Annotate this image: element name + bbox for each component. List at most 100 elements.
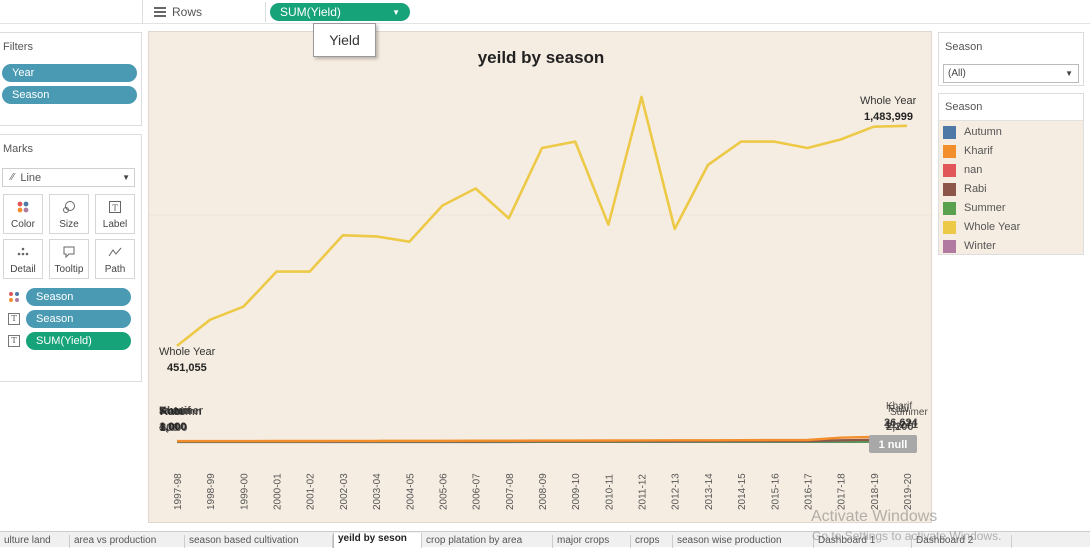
filter-pill-season-label: Season: [12, 89, 49, 101]
legend-label: nan: [964, 164, 982, 176]
legend-item-nan[interactable]: nan: [943, 162, 982, 178]
marks-pill-season-label-text: Season: [36, 313, 73, 325]
chart-title: yeild by season: [478, 48, 605, 67]
tooltip-bubble-icon: [50, 245, 88, 262]
x-tick-label: 1999-00: [239, 473, 250, 510]
filter-pill-year-label: Year: [12, 67, 34, 79]
chevron-down-icon[interactable]: ▼: [392, 8, 400, 17]
mark-type-value: Line: [20, 172, 41, 184]
label-button[interactable]: T Label: [95, 194, 135, 234]
filter-pill-year[interactable]: Year: [2, 64, 137, 82]
x-tick-label: 2013-14: [704, 473, 715, 510]
label-button-label: Label: [103, 219, 127, 230]
field-color-season: Season: [8, 288, 133, 306]
end-value-label: 1,483,999: [864, 111, 913, 123]
sheet-tab[interactable]: area vs production: [70, 535, 185, 548]
field-label-season: T Season: [8, 310, 133, 328]
season-filter-title: Season: [945, 41, 982, 53]
rows-icon: [154, 7, 166, 17]
start-value-label: 451,055: [167, 362, 207, 374]
sheet-tab[interactable]: season based cultivation: [185, 535, 333, 548]
chevron-down-icon[interactable]: ▼: [1065, 69, 1073, 78]
color-button-label: Color: [11, 219, 35, 230]
left-stack-value: 500: [160, 422, 178, 434]
legend-item-winter[interactable]: Winter: [943, 238, 996, 254]
filters-card: Filters Year Season: [0, 32, 142, 126]
detail-button[interactable]: Detail: [3, 239, 43, 279]
legend-swatch: [943, 164, 956, 177]
filters-title: Filters: [3, 41, 33, 53]
color-button[interactable]: Color: [3, 194, 43, 234]
field-tooltip-text: Yield: [329, 32, 360, 48]
path-button[interactable]: Path: [95, 239, 135, 279]
legend-swatch: [943, 202, 956, 215]
x-tick-label: 2018-19: [870, 473, 881, 510]
legend-title: Season: [945, 101, 982, 113]
path-button-label: Path: [105, 264, 126, 275]
x-tick-label: 1997-98: [173, 473, 184, 510]
season-legend: Season Autumn Kharif nan Rabi Summer Whole Ye…: [938, 93, 1084, 255]
x-tick-label: 2006-07: [472, 473, 483, 510]
series-line-kharif: [177, 436, 907, 441]
field-label-sum-yield: T SUM(Yield): [8, 332, 133, 350]
activate-windows-hint: Go to Settings to activate Windows.: [812, 529, 1001, 543]
filter-pill-season[interactable]: Season: [2, 86, 137, 104]
x-tick-label: 2004-05: [405, 473, 416, 510]
legend-label: Autumn: [964, 126, 1002, 138]
sheet-tab[interactable]: major crops: [553, 535, 631, 548]
legend-swatch: [943, 145, 956, 158]
sum-yield-pill[interactable]: SUM(Yield) ▼: [270, 3, 410, 21]
x-tick-label: 2009-10: [571, 473, 582, 510]
x-tick-label: 2008-09: [538, 473, 549, 510]
chevron-down-icon[interactable]: ▼: [122, 173, 130, 182]
x-tick-label: 2011-12: [638, 474, 649, 510]
text-label-icon: T: [8, 335, 20, 347]
detail-button-label: Detail: [10, 264, 36, 275]
marks-pill-sum-yield-label: SUM(Yield): [36, 335, 92, 347]
color-palette-icon: [8, 291, 20, 303]
sheet-tab[interactable]: crops: [631, 535, 673, 548]
marks-pill-season-label[interactable]: Season: [26, 310, 131, 328]
detail-dots-icon: [4, 245, 42, 262]
legend-item-autumn[interactable]: Autumn: [943, 124, 1002, 140]
x-tick-label: 2005-06: [438, 473, 449, 510]
size-icon: [50, 200, 88, 217]
legend-label: Summer: [964, 202, 1006, 214]
x-tick-label: 2012-13: [671, 473, 682, 510]
sheet-tab[interactable]: yeild by seson: [333, 533, 422, 548]
sum-yield-pill-label: SUM(Yield): [280, 5, 341, 19]
x-tick-label: 2003-04: [372, 473, 383, 510]
sheet-tab[interactable]: ulture land: [0, 535, 70, 548]
rows-label: Rows: [172, 5, 202, 19]
x-tick-label: 2002-03: [339, 473, 350, 510]
season-filter-card: Season (All) ▼: [938, 32, 1084, 86]
field-tooltip: Yield: [313, 23, 376, 57]
marks-pill-sum-yield[interactable]: SUM(Yield): [26, 332, 131, 350]
null-indicator-text: 1 null: [879, 439, 908, 451]
x-tick-label: 2016-17: [803, 473, 814, 510]
legend-item-summer[interactable]: Summer: [943, 200, 1006, 216]
marks-pill-season-color[interactable]: Season: [26, 288, 131, 306]
sheet-tab[interactable]: season wise production: [673, 535, 814, 548]
legend-item-kharif[interactable]: Kharif: [943, 143, 993, 159]
legend-swatch: [943, 240, 956, 253]
legend-item-rabi[interactable]: Rabi: [943, 181, 987, 197]
marks-title: Marks: [3, 143, 33, 155]
size-button[interactable]: Size: [49, 194, 89, 234]
legend-item-whole-year[interactable]: Whole Year: [943, 219, 1020, 235]
rows-shelf-bar: Rows SUM(Yield) ▼: [0, 0, 1090, 24]
tooltip-button-label: Tooltip: [55, 264, 84, 275]
mark-type-dropdown[interactable]: ⁄⁄ Line ▼: [2, 168, 135, 187]
activate-windows-watermark: Activate Windows: [811, 508, 937, 526]
text-label-icon: T: [8, 313, 20, 325]
text-label-icon: T: [96, 200, 134, 217]
sheet-tab[interactable]: crop platation by area: [422, 535, 553, 548]
color-palette-icon: [4, 200, 42, 217]
season-filter-dropdown[interactable]: (All) ▼: [943, 64, 1079, 83]
tooltip-button[interactable]: Tooltip: [49, 239, 89, 279]
x-tick-label: 2007-08: [505, 473, 516, 510]
x-tick-label: 2017-18: [837, 473, 848, 510]
path-line-icon: [96, 245, 134, 262]
